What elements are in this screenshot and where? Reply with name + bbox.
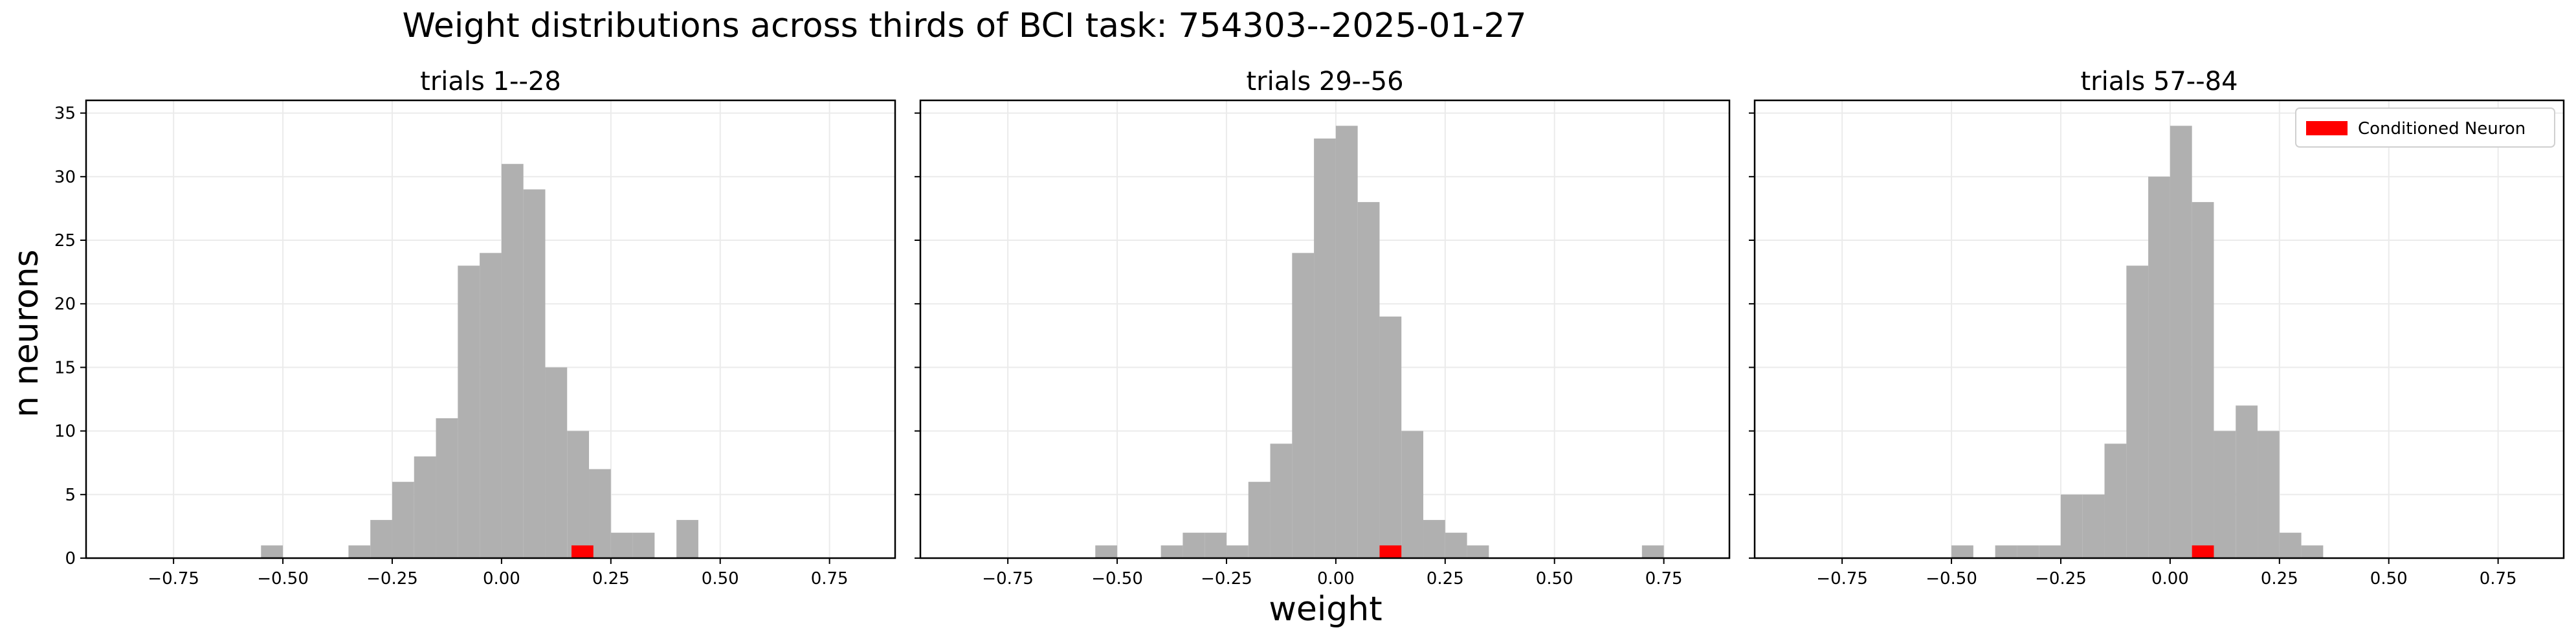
histogram-bar [1314,138,1336,558]
histogram-bar [1951,545,1973,558]
axes-frame [919,99,1731,559]
histogram-bar [1423,520,1445,558]
panel-title: trials 29--56 [1246,67,1403,96]
histogram-bar [2214,431,2236,558]
y-tick-label: 25 [54,231,76,251]
histogram-bar [2017,545,2039,558]
legend-box [2295,107,2555,148]
histogram-bar [2279,532,2302,558]
histogram-bar [676,520,698,558]
histogram-bar [2148,176,2170,558]
figure-title: Weight distributions across thirds of BC… [402,6,1526,45]
histogram-panel-trials-57-84: −0.75 −0.50 −0.25 0.00 0.25 0.50 0.75 trials 57… [1749,67,2565,589]
histogram-panel-trials-29-56: −0.75 −0.50 −0.25 0.00 0.25 0.50 0.75 trials 29… [915,67,1731,589]
histogram-bar [1205,532,1227,558]
y-tick-label: 10 [54,422,76,442]
x-tick-label: 0.50 [1536,569,1573,589]
axes-frame [1753,99,2565,559]
histogram-bar [2258,431,2280,558]
legend-swatch-conditioned-neuron [2306,121,2348,135]
histogram-bar [2301,545,2324,558]
x-tick-label: 0.00 [2151,569,2189,589]
histogram-panel-trials-1-28: −0.75 −0.50 −0.25 0.00 0.25 0.50 0.75 0 5 10 15 20 2… [54,67,896,589]
histogram-bar [1641,545,1664,558]
x-tick-label: −0.25 [2035,569,2087,589]
legend: Conditioned Neuron [2295,107,2555,148]
histogram-bar [1160,545,1183,558]
histogram-bar [436,418,458,558]
histogram-bar [2236,405,2258,558]
histogram-bar [501,164,524,558]
histogram-bar [1467,545,1489,558]
histogram-bar [523,189,546,558]
histogram-bar [632,532,655,558]
histogram-bar [589,469,611,558]
legend-label-conditioned-neuron: Conditioned Neuron [2358,119,2526,139]
histogram-bar [1995,545,2017,558]
histogram-bar [1226,545,1249,558]
x-tick-label: 0.25 [1427,569,1464,589]
x-tick-label: −0.75 [1816,569,1868,589]
histogram-bar [545,367,568,558]
x-tick-label: 0.50 [2370,569,2408,589]
conditioned-neuron-bar [572,545,594,558]
histogram-bar [1401,431,1424,558]
histogram-bar [458,265,480,558]
histogram-bar [261,545,283,558]
x-axis-label: weight [1269,590,1382,629]
histogram-bar [610,532,633,558]
x-tick-label: −0.50 [1091,569,1143,589]
x-tick-label: 0.00 [483,569,520,589]
y-tick-label: 5 [65,486,76,505]
histogram-bar [1445,532,1467,558]
x-tick-label: 0.75 [2480,569,2517,589]
x-tick-label: −0.25 [1201,569,1252,589]
conditioned-neuron-bar [2192,545,2214,558]
histogram-bar [370,520,392,558]
histogram-bar [480,253,502,558]
histogram-bar [1357,202,1380,559]
y-axis-label: n neurons [7,249,46,418]
x-tick-label: 0.25 [2261,569,2298,589]
histogram-bar [392,482,414,558]
histogram-bar [1095,545,1118,558]
panel-title: trials 1--28 [420,67,561,96]
histogram-bar [348,545,371,558]
histogram-bar [414,456,436,558]
x-tick-label: 0.00 [1317,569,1355,589]
y-tick-label: 35 [54,104,76,124]
y-tick-label: 0 [65,549,76,568]
x-tick-label: 0.25 [592,569,630,589]
x-tick-label: −0.50 [257,569,309,589]
histogram-bar [1335,126,1358,558]
x-tick-label: −0.75 [148,569,199,589]
histogram-bar [2039,545,2061,558]
histogram-bar [2126,265,2149,558]
histogram-bar [1270,444,1293,558]
conditioned-neuron-bar [1379,545,1402,558]
y-tick-label: 20 [54,295,76,314]
y-tick-label: 30 [54,168,76,187]
axes-frame [85,99,896,559]
histogram-bar [2060,494,2083,558]
x-tick-label: −0.75 [982,569,1034,589]
histogram-bar [2192,202,2214,559]
histogram-bar [567,431,590,558]
histogram-bar [1183,532,1205,558]
histogram-bar [1292,253,1315,558]
y-tick-label: 15 [54,358,76,377]
x-tick-label: 0.75 [811,569,849,589]
histogram-bar [1379,316,1402,558]
x-tick-label: −0.25 [366,569,418,589]
histogram-bar [1248,482,1271,558]
histogram-bar [2170,126,2192,558]
histogram-bar [2082,494,2105,558]
x-tick-label: −0.50 [1926,569,1977,589]
x-tick-label: 0.75 [1645,569,1683,589]
x-tick-label: 0.50 [702,569,739,589]
histogram-bar [2104,444,2127,558]
panel-title: trials 57--84 [2080,67,2237,96]
